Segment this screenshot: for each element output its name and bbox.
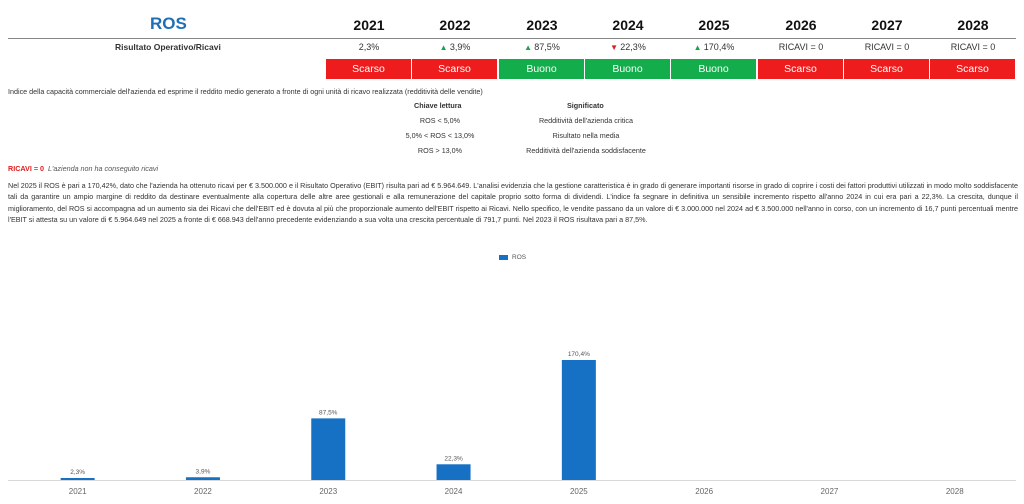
analysis-paragraph: Nel 2025 il ROS è pari a 170,42%, dato c… bbox=[8, 181, 1018, 225]
page-title: ROS bbox=[150, 14, 187, 33]
data-label-2021: 2,3% bbox=[70, 469, 85, 476]
judgement-badge: Scarso bbox=[412, 59, 497, 79]
header-row: ROS 2021 2022 2023 2024 2025 2026 2027 2… bbox=[0, 10, 1024, 38]
judgement-badge: Scarso bbox=[930, 59, 1015, 79]
data-label-2024: 22,3% bbox=[444, 455, 463, 462]
year-header: 2027 bbox=[871, 17, 903, 33]
key-meaning: Redditività dell'azienda critica bbox=[538, 116, 634, 125]
key-meaning: Redditività dell'azienda soddisfacente bbox=[526, 146, 646, 155]
key-meaning: Risultato nella media bbox=[552, 131, 620, 140]
metric-value: 2,3% bbox=[358, 42, 380, 52]
x-tick-label-2028: 2028 bbox=[946, 487, 964, 496]
bar-2023 bbox=[311, 418, 346, 480]
metric-value: ▲ 3,9% bbox=[439, 42, 471, 52]
year-header: 2023 bbox=[526, 17, 558, 33]
year-header: 2026 bbox=[785, 17, 817, 33]
judgement-badge: Scarso bbox=[758, 59, 843, 79]
judgement-badge: Buono bbox=[585, 59, 670, 79]
key-range: ROS < 5,0% bbox=[419, 116, 461, 125]
metric-value: RICAVI = 0 bbox=[950, 42, 996, 52]
header-divider bbox=[8, 38, 1016, 39]
legend-swatch bbox=[499, 254, 508, 260]
key-header-meaning: Significato bbox=[567, 101, 604, 110]
chart-legend: ROS bbox=[499, 254, 526, 261]
trend-arrow-icon: ▼ bbox=[610, 43, 621, 52]
key-range: ROS > 13,0% bbox=[417, 146, 463, 155]
metric-value: ▲ 170,4% bbox=[693, 42, 735, 52]
judgement-badge: Scarso bbox=[326, 59, 411, 79]
data-label-2025: 170,4% bbox=[568, 351, 590, 358]
x-tick-label-2026: 2026 bbox=[695, 487, 713, 496]
year-header: 2024 bbox=[612, 17, 644, 33]
x-tick-label-2027: 2027 bbox=[821, 487, 839, 496]
metric-value: ▼ 22,3% bbox=[610, 42, 646, 52]
data-label-2023: 87,5% bbox=[319, 409, 338, 416]
judgement-badge: Buono bbox=[671, 59, 756, 79]
bar-2022 bbox=[185, 477, 220, 480]
bar-2021 bbox=[60, 478, 95, 480]
x-tick-label-2021: 2021 bbox=[69, 487, 87, 496]
trend-arrow-icon: ▲ bbox=[693, 43, 704, 52]
judgement-badge: Scarso bbox=[844, 59, 929, 79]
key-header-reading: Chiave lettura bbox=[414, 101, 462, 110]
year-header: 2028 bbox=[957, 17, 989, 33]
ricavi-note: RICAVI = 0 L'azienda non ha conseguito ri… bbox=[8, 164, 158, 173]
ricavi-note-key: RICAVI = 0 bbox=[8, 164, 45, 173]
metric-value: RICAVI = 0 bbox=[864, 42, 910, 52]
index-description: Indice della capacità commerciale dell'a… bbox=[8, 87, 483, 96]
x-tick-label-2024: 2024 bbox=[445, 487, 463, 496]
metric-value: ▲ 87,5% bbox=[524, 42, 560, 52]
year-header: 2022 bbox=[439, 17, 471, 33]
ros-bar-chart: 2,3% 2021 3,9% 2022 87,5% 2023 22,3% 2024 170,4%… bbox=[8, 351, 1016, 496]
x-tick-label-2025: 2025 bbox=[570, 487, 588, 496]
metric-label: Risultato Operativo/Ricavi bbox=[115, 42, 221, 52]
legend-label: ROS bbox=[512, 254, 527, 261]
key-range: 5,0% < ROS < 13,0% bbox=[405, 131, 475, 140]
data-label-2022: 3,9% bbox=[196, 468, 211, 475]
year-header: 2025 bbox=[698, 17, 730, 33]
metric-value: RICAVI = 0 bbox=[778, 42, 824, 52]
bar-2025 bbox=[561, 360, 596, 480]
ricavi-note-text: L'azienda non ha conseguito ricavi bbox=[48, 164, 159, 173]
x-tick-label-2023: 2023 bbox=[319, 487, 337, 496]
year-header: 2021 bbox=[353, 17, 385, 33]
trend-arrow-icon: ▲ bbox=[439, 43, 450, 52]
x-tick-label-2022: 2022 bbox=[194, 487, 212, 496]
trend-arrow-icon: ▲ bbox=[524, 43, 535, 52]
judgement-badge: Buono bbox=[499, 59, 584, 79]
bar-2024 bbox=[436, 464, 471, 480]
